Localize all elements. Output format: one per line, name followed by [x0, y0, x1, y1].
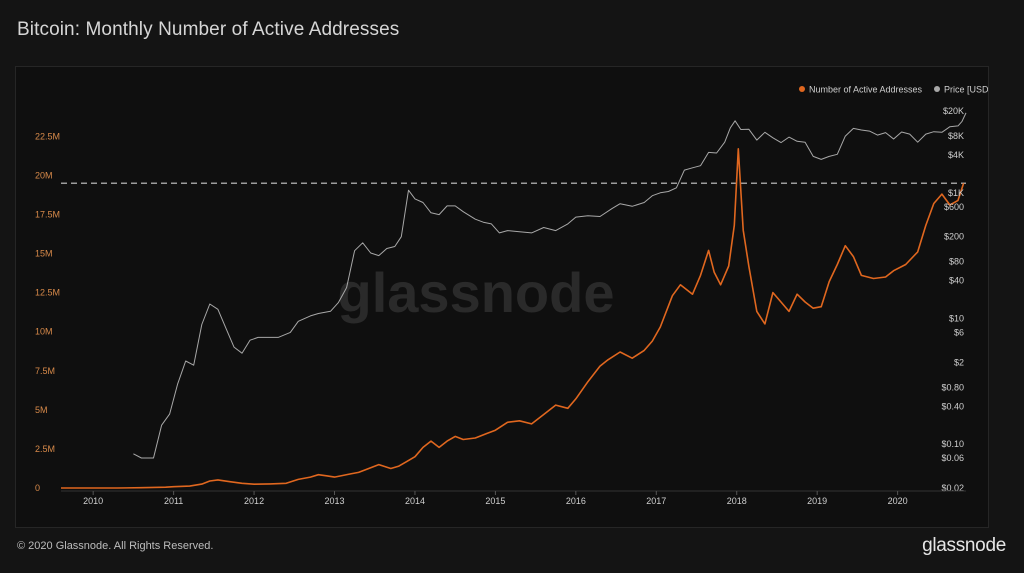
x-axis-tick-label: 2020: [888, 496, 908, 506]
legend-addresses-label[interactable]: Number of Active Addresses: [809, 85, 923, 95]
footer-copyright: © 2020 Glassnode. All Rights Reserved.: [17, 540, 214, 552]
right-axis-tick-label: $40: [949, 276, 964, 286]
page-title: Bitcoin: Monthly Number of Active Addres…: [17, 19, 400, 40]
watermark-text: glassnode: [338, 261, 615, 324]
x-axis-tick-label: 2013: [324, 496, 344, 506]
right-axis-tick-label: $600: [944, 202, 964, 212]
right-axis-tick-label: $0.40: [941, 401, 964, 411]
x-axis-tick-label: 2011: [164, 496, 183, 506]
price-series-layer: [133, 112, 967, 459]
left-axis-tick-label: 5M: [35, 405, 48, 415]
right-axis-tick-label: $20K: [943, 106, 964, 116]
x-axis-tick-label: 2010: [83, 496, 103, 506]
price-series-line[interactable]: [133, 112, 967, 459]
right-axis-tick-label: $0.06: [941, 453, 964, 463]
right-axis-tick-label: $0.02: [941, 483, 964, 493]
left-axis-tick-label: 17.5M: [35, 209, 60, 219]
right-axis-tick-label: $4K: [948, 150, 964, 160]
x-axis-tick-label: 2019: [807, 496, 827, 506]
left-axis-tick-label: 12.5M: [35, 288, 60, 298]
addresses-series-line[interactable]: [61, 148, 965, 489]
right-axis-tick-label: $8K: [948, 131, 964, 141]
legend-price-marker: [934, 86, 940, 92]
left-axis-tick-label: 7.5M: [35, 366, 55, 376]
left-axis-tick-label: 2.5M: [35, 444, 55, 454]
right-axis-tick-label: $10: [949, 313, 964, 323]
right-axis-tick-label: $2: [954, 357, 964, 367]
left-axis-tick-label: 22.5M: [35, 131, 60, 141]
x-axis-tick-label: 2016: [566, 496, 586, 506]
x-axis-tick-label: 2017: [646, 496, 666, 506]
x-axis: 2010 2011 2012 2013 2014 2015 2016 2017 2018 2019…: [61, 490, 966, 506]
x-axis-tick-label: 2014: [405, 496, 425, 506]
addresses-series-layer: [61, 148, 965, 489]
right-axis: $0.02 $0.06 $0.10 $0.40 $0.80 $2 $6 $10 $40 $80 $2…: [941, 106, 964, 493]
left-axis-tick-label: 0: [35, 483, 40, 493]
right-axis-tick-label: $1K: [948, 188, 964, 198]
left-axis: 0 2.5M 5M 7.5M 10M 12.5M 15M 17.5M 20M 22.5M: [35, 131, 60, 493]
left-axis-tick-label: 15M: [35, 249, 53, 259]
right-axis-tick-label: $6: [954, 327, 964, 337]
right-axis-tick-label: $0.80: [941, 382, 964, 392]
footer-brand-logo[interactable]: glassnode: [922, 535, 1006, 556]
active-addresses-chart: glassnode 0 2.5M 5M 7.5M 10M 12.5M 15M 17.5M 20M…: [35, 85, 988, 507]
legend-addresses-marker: [799, 86, 805, 92]
legend: Number of Active Addresses Price [USD]: [799, 85, 988, 95]
x-axis-tick-label: 2015: [485, 496, 505, 506]
x-axis-tick-label: 2012: [244, 496, 264, 506]
chart-panel: glassnode 0 2.5M 5M 7.5M 10M 12.5M 15M 17.5M 20M…: [15, 66, 989, 528]
left-axis-tick-label: 10M: [35, 327, 53, 337]
right-axis-tick-label: $80: [949, 257, 964, 267]
x-axis-tick-label: 2018: [727, 496, 747, 506]
right-axis-tick-label: $200: [944, 232, 964, 242]
legend-price-label[interactable]: Price [USD]: [944, 85, 988, 95]
left-axis-tick-label: 20M: [35, 170, 53, 180]
right-axis-tick-label: $0.10: [941, 439, 964, 449]
